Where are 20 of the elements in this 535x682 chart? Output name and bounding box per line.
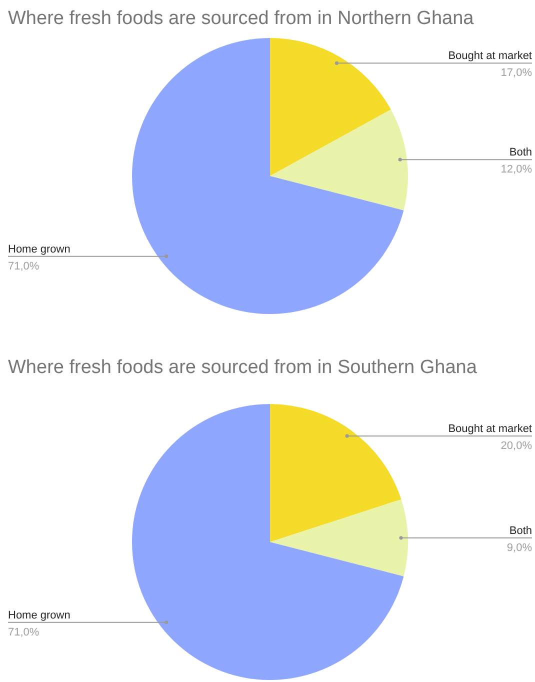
slice-label: Both	[509, 146, 532, 159]
chart-title: Where fresh foods are sourced from in Northern Ghana	[8, 8, 474, 29]
data-label: 20,0%	[500, 440, 532, 452]
pie-slice	[270, 110, 408, 210]
slice-label: Home grown	[8, 243, 70, 256]
data-label: 12,0%	[500, 164, 532, 176]
slice-label: Bought at market	[448, 50, 532, 62]
slice-label: Home grown	[8, 609, 70, 622]
chart-title: Where fresh foods are sourced from in Southern Ghana	[8, 357, 478, 378]
pie-slice	[132, 38, 404, 314]
pie-slice	[270, 499, 408, 576]
pie-slice	[270, 38, 391, 176]
data-label: 9,0%	[506, 542, 532, 554]
pie-slice	[132, 404, 404, 680]
slice-label: Bought at market	[448, 422, 532, 435]
slice-label: Both	[509, 524, 532, 537]
data-label: 71,0%	[8, 260, 40, 272]
data-label: 17,0%	[500, 67, 532, 80]
data-label: 71,0%	[8, 626, 40, 638]
pie-slice	[270, 404, 402, 542]
